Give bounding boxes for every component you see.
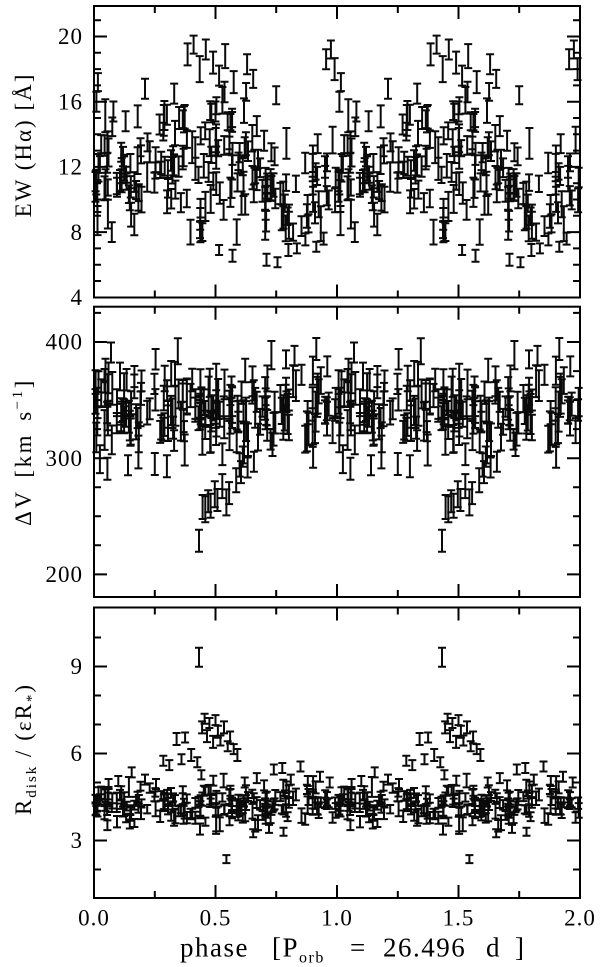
svg-text:400: 400 bbox=[46, 330, 84, 355]
svg-text:300: 300 bbox=[46, 446, 84, 471]
svg-text:8: 8 bbox=[71, 220, 84, 245]
svg-text:EW (Hα) [Å]: EW (Hα) [Å] bbox=[11, 73, 36, 218]
svg-text:200: 200 bbox=[46, 562, 84, 587]
svg-text:6: 6 bbox=[71, 741, 84, 766]
svg-text:0.5: 0.5 bbox=[200, 906, 232, 931]
svg-text:1.0: 1.0 bbox=[321, 906, 353, 931]
svg-text:2.0: 2.0 bbox=[564, 906, 596, 931]
svg-text:16: 16 bbox=[58, 89, 83, 114]
svg-text:12: 12 bbox=[58, 155, 83, 180]
svg-text:1.5: 1.5 bbox=[443, 906, 475, 931]
svg-text:4: 4 bbox=[71, 285, 84, 310]
svg-text:0.0: 0.0 bbox=[78, 906, 110, 931]
svg-text:9: 9 bbox=[71, 654, 84, 679]
svg-text:20: 20 bbox=[58, 24, 83, 49]
svg-text:3: 3 bbox=[71, 828, 84, 853]
